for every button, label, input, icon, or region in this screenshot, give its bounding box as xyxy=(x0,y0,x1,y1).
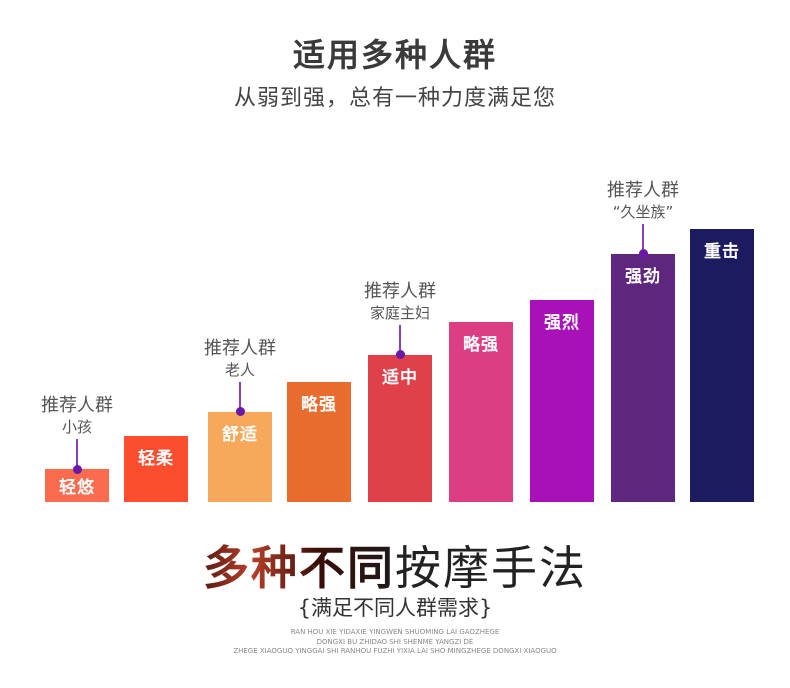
bar: 轻悠 xyxy=(45,469,109,502)
intensity-bar-chart: 轻悠 轻柔 舒适 略强 适中 略强 强烈 强劲 重击 推荐人群 小孩 推荐人群 老人 推荐人群 家庭主妇 推荐… xyxy=(17,180,754,502)
bar-label: 强烈 xyxy=(544,312,580,333)
bar-label: 强劲 xyxy=(625,266,661,287)
callout-dot xyxy=(235,407,245,417)
bar: 舒适 xyxy=(208,411,272,502)
headline-bold: 多种不同 xyxy=(203,541,395,595)
bar-label: 适中 xyxy=(382,367,418,388)
recommended-group-callout: 推荐人群 “久坐族” xyxy=(583,180,703,222)
headline: 多种不同按摩手法 xyxy=(0,532,790,598)
recommended-group-callout: 推荐人群 老人 xyxy=(180,338,300,380)
callout-title: 推荐人群 xyxy=(41,395,113,417)
callout-dot xyxy=(638,249,648,259)
headline-thin: 按摩手法 xyxy=(395,541,587,595)
bar: 轻柔 xyxy=(124,436,188,502)
callout-line xyxy=(76,439,78,470)
callout-title: 推荐人群 xyxy=(364,280,436,302)
bar: 略强 xyxy=(287,381,351,502)
bar: 适中 xyxy=(368,354,432,502)
tagline: {满足不同人群需求} xyxy=(297,596,493,620)
bar: 略强 xyxy=(449,321,513,502)
recommended-group-callout: 推荐人群 家庭主妇 xyxy=(340,281,460,323)
pinyin-line: RAN HOU XIE YIDAXIE YINGWEN SHUOMING LAI… xyxy=(290,628,500,636)
callout-title: 推荐人群 xyxy=(204,337,276,359)
callout-dot xyxy=(395,350,405,360)
callout-title: 推荐人群 xyxy=(607,179,679,201)
pinyin-line: DONGXI BU ZHIDAO SHI SHENME YANGZI DE xyxy=(316,638,474,646)
callout-line xyxy=(642,223,644,254)
bar-label: 重击 xyxy=(704,242,740,262)
callout-line xyxy=(239,381,241,412)
recommended-group-callout: 推荐人群 小孩 xyxy=(17,395,137,437)
bar: 重击 xyxy=(690,229,754,502)
bar-label: 略强 xyxy=(301,394,337,415)
page-subtitle: 从弱到强，总有一种力度满足您 xyxy=(233,86,556,111)
bar-label: 舒适 xyxy=(222,424,258,445)
callout-group: 老人 xyxy=(224,360,255,379)
callout-group: 小孩 xyxy=(61,418,92,437)
callout-group: 家庭主妇 xyxy=(369,303,430,322)
bar: 强劲 xyxy=(611,253,675,502)
bar: 强烈 xyxy=(530,299,594,502)
page-title: 适用多种人群 xyxy=(292,36,497,74)
bar-label: 轻柔 xyxy=(138,449,174,470)
callout-line xyxy=(399,324,401,355)
callout-group: “久坐族” xyxy=(612,202,674,221)
callout-dot xyxy=(72,464,82,474)
pinyin-line: ZHEGE XIAOGUO YINGGAI SHI RANHOU FUZHI Y… xyxy=(233,647,557,655)
bar-label: 略强 xyxy=(463,334,499,355)
bar-label: 轻悠 xyxy=(59,478,95,499)
